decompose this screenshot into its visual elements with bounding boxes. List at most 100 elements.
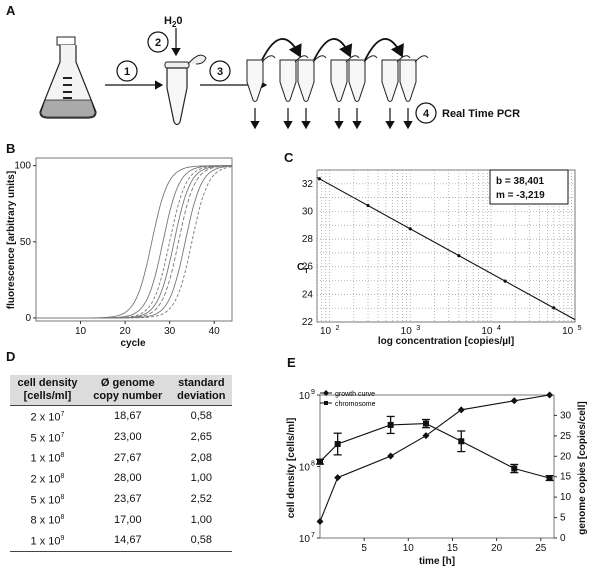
chart-b-amplification: 10 20 30 40 0 50 100 cycle fluorescence [arbit… xyxy=(6,157,233,349)
data-point xyxy=(503,279,507,283)
copy-number-value: 28,00 xyxy=(114,472,142,485)
chart-e-legend: growth curve chromosome xyxy=(320,390,376,408)
y-right-tick-label: 5 xyxy=(560,513,566,524)
growth-curve-point xyxy=(316,518,324,526)
y-right-tick-label: 15 xyxy=(560,472,572,483)
y-tick-label: 100 xyxy=(14,161,31,172)
data-point xyxy=(408,227,412,231)
y-left-tick-exponent: 7 xyxy=(311,532,315,539)
chart-b-ylabel: fluorescence [arbitrary units] xyxy=(6,171,17,309)
fit-line xyxy=(316,176,576,321)
x-tick-exponent: 5 xyxy=(578,325,582,332)
chart-e-plot-area xyxy=(319,394,555,539)
x-tick-label: 10 xyxy=(403,543,415,554)
copy-number-value: 18,67 xyxy=(114,410,142,423)
y-right-tick-label: 30 xyxy=(560,410,572,421)
step-3-label: 3 xyxy=(217,66,223,78)
table-row: 5 x 107 23,00 2,65 xyxy=(10,427,232,448)
x-tick-exponent: 2 xyxy=(336,325,340,332)
step-3-circle xyxy=(209,60,231,82)
y-left-tick-label: 10 xyxy=(299,463,311,474)
table-row: 2 x 107 18,67 0,58 xyxy=(10,406,232,427)
flask-icon xyxy=(39,36,97,119)
header-std-dev: standard deviation xyxy=(170,375,232,406)
data-point xyxy=(457,253,461,258)
step-4-circle xyxy=(415,102,437,124)
cell-density-value: 5 x 108 xyxy=(30,493,65,507)
table-header-row: cell density [cells/ml] Ø genome copy numb… xyxy=(10,375,232,406)
growth-curve-point xyxy=(387,452,395,460)
table-row: 2 x 108 28,00 1,00 xyxy=(10,468,232,489)
std-dev-value: 2,52 xyxy=(190,492,213,505)
copy-number-value: 23,00 xyxy=(114,430,142,443)
x-tick-label: 20 xyxy=(491,543,503,554)
table-row: 8 x 108 17,00 1,00 xyxy=(10,509,232,530)
y-left-tick-label: 10 xyxy=(299,534,311,545)
header-genome-copy: Ø genome copy number xyxy=(84,375,171,406)
x-tick-label: 40 xyxy=(209,326,221,337)
x-tick-label: 10 xyxy=(401,326,413,337)
chart-e-ylabel-left: cell density [cells/ml] xyxy=(286,418,297,519)
step-1-circle xyxy=(116,60,138,82)
y-tick-label: 50 xyxy=(20,237,32,248)
y-right-tick-label: 25 xyxy=(560,431,572,442)
fit-m-label: m = -3,219 xyxy=(496,190,545,201)
chart-e-ylabel-right: genome copies [copies/cell] xyxy=(577,401,588,534)
chromosome-point xyxy=(546,475,553,482)
x-tick-label: 15 xyxy=(447,543,459,554)
chart-e-xlabel: time [h] xyxy=(419,556,455,567)
chart-b-xlabel: cycle xyxy=(120,338,145,349)
x-tick-label: 25 xyxy=(535,543,547,554)
y-left-tick-label: 10 xyxy=(299,391,311,402)
chromosome-point xyxy=(334,441,341,448)
chromosome-point xyxy=(458,438,465,445)
table-row: 5 x 108 23,67 2,52 xyxy=(10,489,232,510)
data-point xyxy=(317,177,322,181)
growth-curve-point xyxy=(510,397,518,405)
x-tick-label: 5 xyxy=(361,543,367,554)
x-tick-label: 10 xyxy=(562,326,574,337)
y-left-tick-exponent: 9 xyxy=(311,389,315,396)
y-tick-label: 24 xyxy=(302,289,314,300)
cell-density-value: 2 x 108 xyxy=(30,472,65,486)
y-tick-label: 32 xyxy=(302,179,314,190)
cell-density-value: 1 x 109 xyxy=(10,529,85,552)
data-point xyxy=(366,203,370,208)
chromosome-point xyxy=(511,465,518,472)
table-row: 1 x 109 14,67 0,58 xyxy=(10,529,232,552)
cell-density-value: 2 x 107 xyxy=(30,411,65,424)
panel-label-e: E xyxy=(287,355,296,370)
cell-density-value: 5 x 107 xyxy=(30,431,65,445)
x-tick-label: 20 xyxy=(120,326,132,337)
copy-number-value: 14,67 xyxy=(84,529,171,552)
cell-density-value: 1 x 108 xyxy=(30,452,65,465)
genome-copy-table: cell density [cells/ml] Ø genome copy numb… xyxy=(10,375,232,552)
copy-number-value: 27,67 xyxy=(114,451,142,464)
x-tick-label: 10 xyxy=(481,326,493,337)
legend-growth-curve: growth curve xyxy=(335,391,375,398)
header-cell-density: cell density [cells/ml] xyxy=(10,375,85,406)
amplification-curve xyxy=(36,166,233,319)
std-dev-value: 0,58 xyxy=(190,410,213,423)
water-label: H20 xyxy=(164,15,183,29)
y-tick-label: 0 xyxy=(25,313,31,324)
growth-curve-point xyxy=(422,432,430,440)
std-dev-value: 0,58 xyxy=(170,529,232,552)
y-tick-label: 26 xyxy=(302,262,314,273)
step-2-circle xyxy=(147,31,169,53)
y-left-tick-exponent: 8 xyxy=(311,461,315,468)
copy-number-value: 17,00 xyxy=(114,513,142,526)
y-tick-label: 30 xyxy=(302,206,314,217)
chart-c-ylabel: CT xyxy=(297,262,309,275)
chromosome-point xyxy=(317,458,323,465)
y-right-tick-label: 20 xyxy=(560,451,572,462)
step-2-label: 2 xyxy=(155,37,161,49)
fit-parameter-box xyxy=(489,169,569,205)
x-tick-label: 10 xyxy=(75,326,87,337)
std-dev-value: 2,65 xyxy=(190,430,213,443)
panel-label-b: B xyxy=(6,141,16,156)
x-tick-label: 30 xyxy=(164,326,176,337)
y-right-tick-label: 0 xyxy=(560,533,566,544)
